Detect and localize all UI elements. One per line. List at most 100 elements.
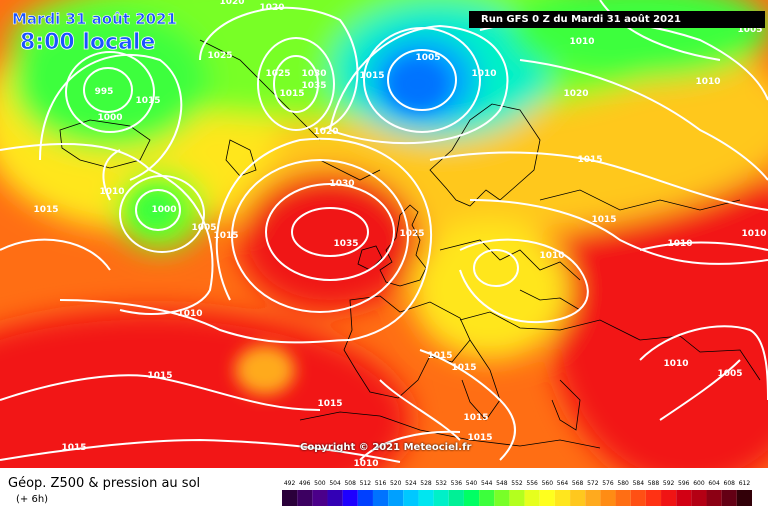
field-central-yellow — [410, 220, 570, 360]
scale-tick-label: 532 — [435, 480, 447, 487]
scale-swatch — [676, 490, 692, 506]
scale-swatch — [342, 490, 358, 506]
isobar-label: 1015 — [359, 71, 384, 81]
scale-tick-label: 564 — [557, 480, 569, 487]
scale-tick-label: 600 — [693, 480, 705, 487]
scale-swatch — [615, 490, 631, 506]
scale-tick-label: 580 — [617, 480, 629, 487]
isobar-label: 1035 — [301, 81, 326, 91]
field-greenland-green — [10, 10, 210, 150]
isobar-label: 1030 — [329, 179, 354, 189]
isobar-label: 1015 — [317, 399, 342, 409]
isobar-label: 1030 — [301, 69, 326, 79]
scale-tick-label: 536 — [451, 480, 463, 487]
isobar-label: 1010 — [667, 239, 692, 249]
scale-swatch — [494, 490, 510, 506]
color-scale: 492 496 500 504 508 512 516 520 524 528 532 536 540 5… — [282, 480, 752, 506]
scale-swatch — [418, 490, 434, 506]
field-green-core — [133, 190, 177, 230]
isobar-label: 1015 — [591, 215, 616, 225]
scale-tick-label: 508 — [344, 480, 356, 487]
scale-swatch — [297, 490, 313, 506]
scale-swatch — [570, 490, 586, 506]
scale-tick-label: 540 — [466, 480, 478, 487]
scale-swatch — [433, 490, 449, 506]
scale-tick-label: 572 — [587, 480, 599, 487]
isobar-label: 1010 — [569, 37, 594, 47]
scale-swatch — [600, 490, 616, 506]
copyright-notice: Copyright © 2021 Meteociel.fr — [300, 442, 472, 453]
scale-swatch — [372, 490, 389, 506]
scale-swatch — [479, 490, 495, 506]
scale-tick-label: 512 — [360, 480, 372, 487]
scale-swatch — [524, 490, 540, 506]
scale-tick-label: 500 — [314, 480, 326, 487]
scale-tick-label: 552 — [511, 480, 523, 487]
isobar-label: 1020 — [219, 0, 244, 7]
isobar-label: 1000 — [151, 205, 176, 215]
scale-tick-label: 608 — [724, 480, 736, 487]
scale-swatch — [312, 490, 328, 506]
scale-tick-label: 576 — [602, 480, 614, 487]
isobar-label: 1020 — [259, 3, 284, 13]
scale-swatch — [630, 490, 646, 506]
scale-tick-label: 492 — [284, 480, 296, 487]
isobar-label: 1010 — [663, 359, 688, 369]
scale-tick-label: 548 — [496, 480, 508, 487]
scale-tick-label: 612 — [739, 480, 751, 487]
isobar-label: 1015 — [279, 89, 304, 99]
scale-tick-label: 516 — [375, 480, 387, 487]
scale-tick-label: 604 — [708, 480, 720, 487]
isobar-label: 1010 — [471, 69, 496, 79]
field-high-red — [240, 170, 420, 310]
isobar-label: 1015 — [577, 155, 602, 165]
scale-swatch — [691, 490, 707, 506]
isobar-label: 1005 — [415, 53, 440, 63]
scale-tick-label: 524 — [405, 480, 417, 487]
isobar-label: 995 — [95, 87, 114, 97]
forecast-date: Mardi 31 août 2021 — [12, 10, 177, 29]
isobar-label: 1010 — [695, 77, 720, 87]
isobar-label: 1015 — [451, 363, 476, 373]
field-low-core — [388, 58, 448, 110]
scale-tick-label: 496 — [299, 480, 311, 487]
scale-swatch — [463, 490, 480, 506]
map-title: Géop. Z500 & pression au sol — [8, 476, 201, 491]
isobar-label: 1015 — [213, 231, 238, 241]
scale-swatch — [706, 490, 722, 506]
scale-swatch — [645, 490, 662, 506]
isobar-label: 1015 — [147, 371, 172, 381]
isobars — [0, 0, 768, 463]
scale-swatch — [282, 490, 298, 506]
scale-swatch — [661, 490, 677, 506]
run-info-box: Run GFS 0 Z du Mardi 31 août 2021 — [469, 11, 765, 28]
isobar-label: 1025 — [265, 69, 290, 79]
scale-tick-label: 556 — [526, 480, 538, 487]
isobar-label: 1005 — [717, 369, 742, 379]
isobar-label: 1005 — [737, 25, 762, 35]
coastlines — [59, 39, 761, 449]
scale-tick-label: 596 — [678, 480, 690, 487]
forecast-offset: (+ 6h) — [16, 494, 49, 505]
isobar-label: 1010 — [353, 459, 378, 468]
scale-tick-label: 568 — [572, 480, 584, 487]
scale-tick-label: 560 — [542, 480, 554, 487]
isobar-label: 1025 — [399, 229, 424, 239]
scale-swatch — [509, 490, 525, 506]
scale-swatch — [736, 490, 752, 506]
isobar-label: 1015 — [427, 351, 452, 361]
scale-tick-label: 592 — [663, 480, 675, 487]
scale-tick-label: 528 — [420, 480, 432, 487]
isobar-label: 1015 — [33, 205, 58, 215]
scale-tick-label: 544 — [481, 480, 493, 487]
isobar-label: 1020 — [313, 127, 338, 137]
scale-swatch — [403, 490, 419, 506]
isobar-label: 1020 — [563, 89, 588, 99]
scale-swatch — [357, 490, 373, 506]
scale-swatch — [539, 490, 555, 506]
scale-swatch — [721, 490, 737, 506]
scale-swatch — [388, 490, 404, 506]
forecast-time: 8:00 locale — [20, 30, 156, 56]
